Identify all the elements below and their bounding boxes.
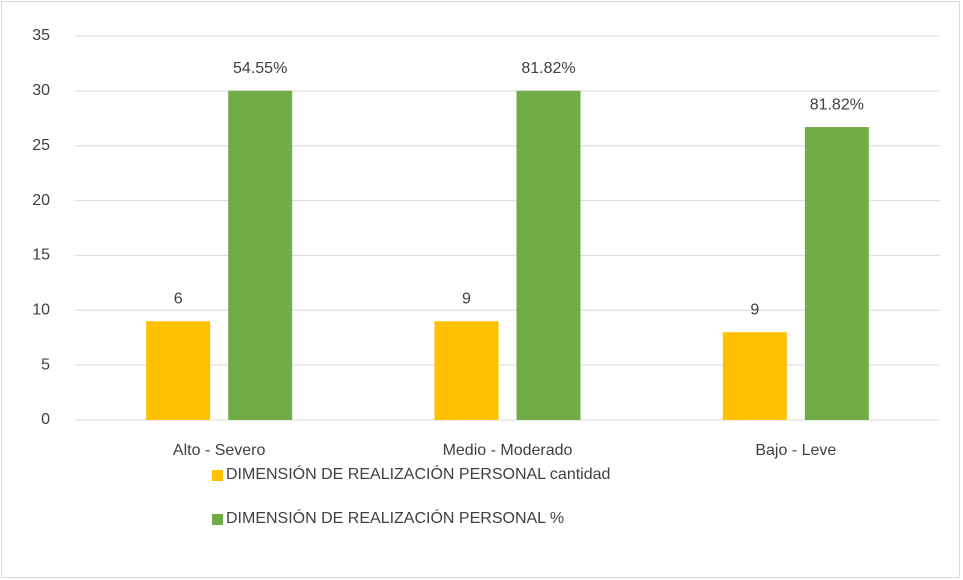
bar	[434, 321, 499, 420]
legend-label: DIMENSIÓN DE REALIZACIÓN PERSONAL %	[226, 508, 564, 527]
y-tick-label: 35	[32, 27, 50, 44]
legend-swatch	[212, 470, 223, 481]
x-tick-label: Bajo - Leve	[755, 442, 836, 459]
bar	[722, 332, 787, 420]
bar	[228, 90, 293, 420]
y-tick-label: 30	[32, 82, 50, 99]
data-label: 81.82%	[810, 96, 864, 113]
y-tick-label: 15	[32, 247, 50, 264]
data-label: 81.82%	[521, 60, 575, 77]
y-tick-label: 10	[32, 302, 50, 319]
legend-label: DIMENSIÓN DE REALIZACIÓN PERSONAL cantid…	[226, 464, 610, 483]
y-tick-label: 25	[32, 137, 50, 154]
data-label: 54.55%	[233, 60, 287, 77]
data-label: 9	[750, 301, 759, 318]
data-label: 9	[462, 290, 471, 307]
data-label: 6	[174, 290, 183, 307]
x-tick-label: Medio - Moderado	[443, 442, 573, 459]
bar	[804, 127, 869, 420]
bar	[516, 90, 581, 420]
bar	[146, 321, 211, 420]
y-tick-label: 20	[32, 192, 50, 209]
y-tick-label: 0	[41, 411, 50, 428]
x-tick-label: Alto - Severo	[173, 442, 266, 459]
legend-swatch	[212, 514, 223, 525]
y-tick-label: 5	[41, 356, 50, 373]
